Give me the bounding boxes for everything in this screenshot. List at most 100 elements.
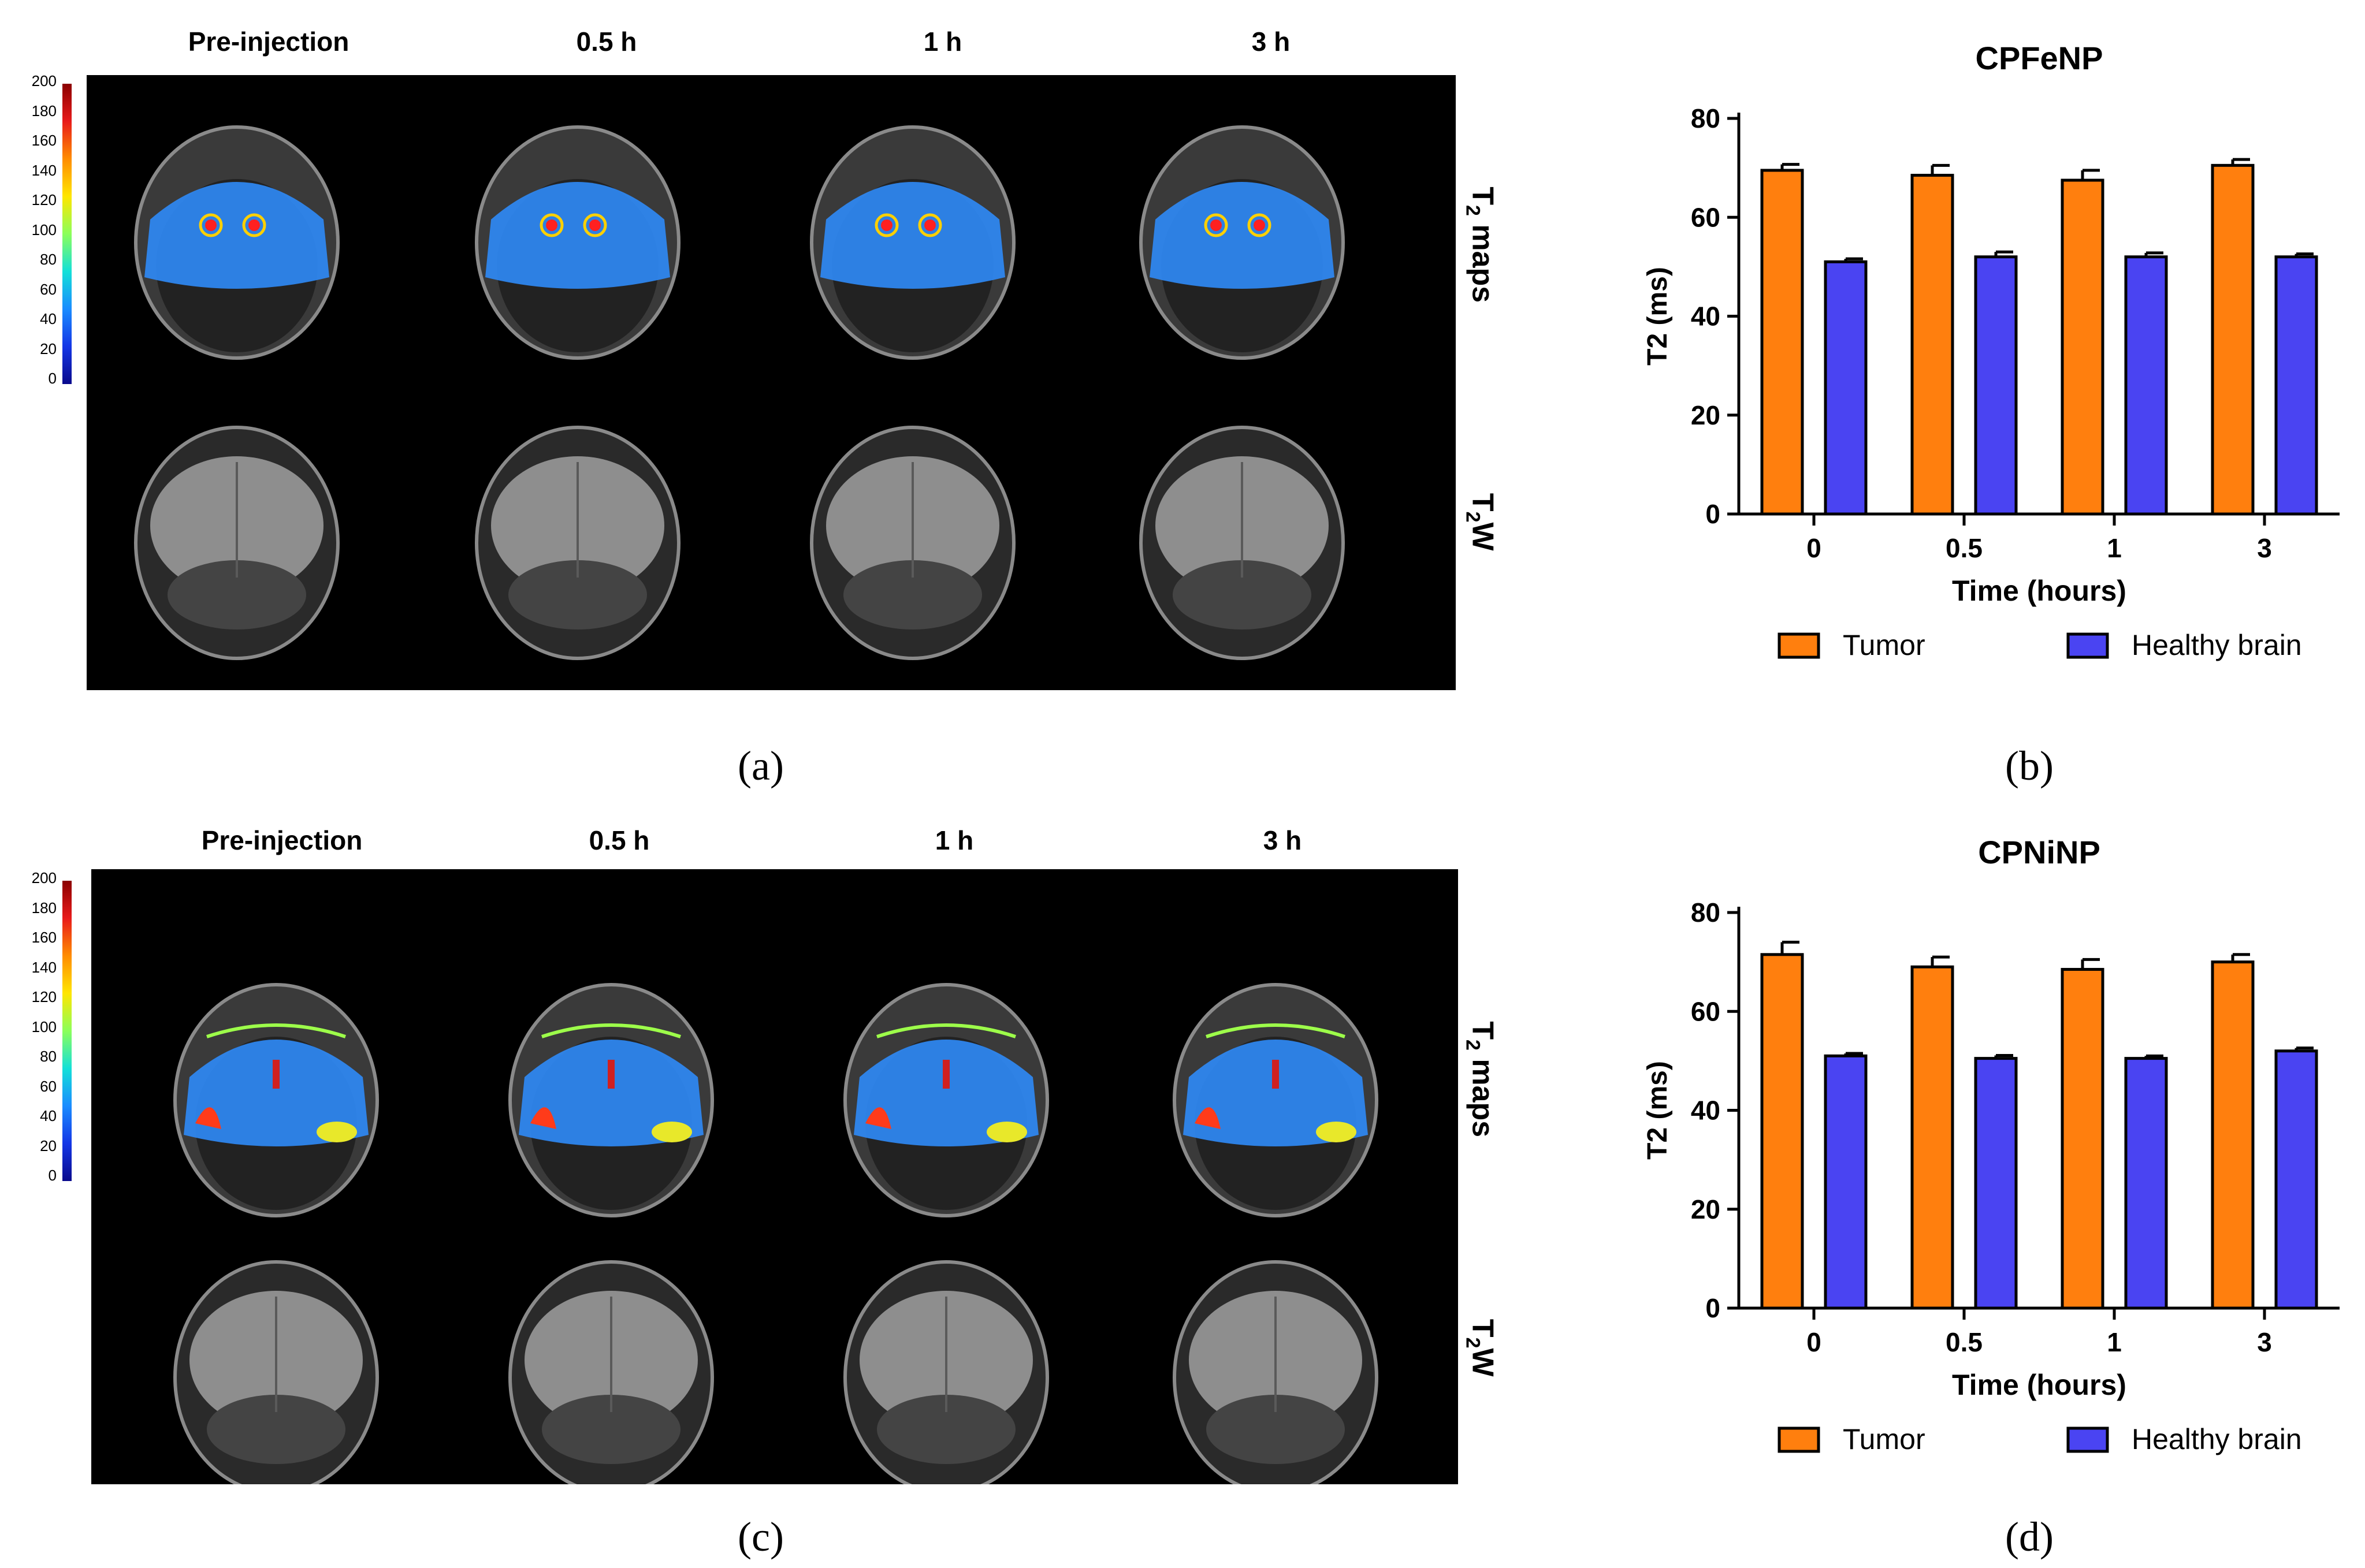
t2w-slice (475, 426, 681, 660)
bar-healthy-brain (1824, 260, 1868, 516)
y-tick-label: 20 (1691, 1194, 1720, 1224)
bar-tumor (2211, 163, 2255, 516)
scale-tick-label: 120 (31, 191, 57, 208)
legend-swatch-healthy-brain (2066, 632, 2109, 659)
bar-healthy-brain (2124, 255, 2168, 516)
t2-map-slice (1139, 125, 1345, 360)
col-title-05h-c: 0.5 h (589, 825, 650, 855)
legend-label: Healthy brain (2132, 629, 2302, 661)
t2-map-slice (134, 125, 340, 360)
t2-map-slice (173, 983, 379, 1217)
scale-tick-label: 160 (31, 929, 57, 946)
y-tick-label: 0 (1705, 499, 1720, 529)
col-title-pre: Pre-injection (188, 27, 349, 57)
scale-tick-label: 60 (40, 1077, 57, 1095)
row-label-t2w-a: T2W (1462, 493, 1500, 551)
t2-map-slice (475, 125, 681, 360)
scale-tick-label: 20 (40, 1137, 57, 1154)
y-tick-label: 40 (1691, 301, 1720, 332)
col-title-1h-c: 1 h (935, 825, 974, 855)
row-label-t2maps-c: T2 maps (1462, 1021, 1500, 1138)
scale-tick-label: 0 (48, 370, 57, 387)
scale-tick-label: 200 (31, 869, 57, 887)
y-tick-label: 60 (1691, 996, 1720, 1026)
y-axis-label: T2 (ms) (1642, 267, 1673, 366)
panel-label-b: (b) (2005, 743, 2054, 789)
t2w-slice (134, 426, 340, 660)
bar-tumor (2061, 967, 2104, 1310)
legend-label: Tumor (1843, 629, 1925, 661)
bar-tumor (1760, 169, 1804, 516)
scale-tick-label: 100 (31, 1018, 57, 1036)
scale-tick-label: 160 (31, 132, 57, 149)
mri-image-grid-c (91, 869, 1458, 1495)
chart-title: CPNiNP (1978, 834, 2100, 870)
mri-slices-a (134, 125, 1345, 660)
t2w-slice (810, 426, 1016, 660)
legend-label: Healthy brain (2132, 1423, 2302, 1455)
scale-tick-label: 120 (31, 988, 57, 1005)
scale-tick-label: 80 (40, 251, 57, 268)
x-tick-label: 3 (2257, 533, 2272, 563)
col-title-pre-c: Pre-injection (201, 825, 363, 855)
t2-map-slice (1173, 983, 1378, 1217)
scale-tick-label: 140 (31, 161, 57, 179)
x-tick-label: 0.5 (1946, 533, 1983, 563)
bar-tumor (2211, 960, 2255, 1310)
scale-tick-label: 140 (31, 958, 57, 976)
x-axis-label: Time (hours) (1952, 575, 2126, 607)
color-scale-bar (62, 881, 72, 1181)
bar-healthy-brain (1974, 255, 2018, 516)
y-tick-label: 40 (1691, 1096, 1720, 1126)
t2w-slice (508, 1260, 714, 1495)
mri-slices-c (173, 983, 1378, 1495)
y-tick-label: 80 (1691, 103, 1720, 133)
scale-tick-label: 180 (31, 899, 57, 917)
chart-title: CPFeNP (1976, 40, 2103, 76)
y-tick-label: 0 (1705, 1293, 1720, 1323)
x-tick-label: 3 (2257, 1327, 2272, 1357)
bar-tumor (2061, 178, 2104, 516)
bar-tumor (1760, 953, 1804, 1310)
bar-healthy-brain (2124, 1057, 2168, 1310)
bar-healthy-brain (1824, 1054, 1868, 1310)
y-tick-label: 20 (1691, 400, 1720, 430)
scale-tick-label: 100 (31, 221, 57, 239)
mri-image-grid-a (87, 75, 1456, 690)
t2-map-slice (508, 983, 714, 1217)
x-tick-label: 1 (2107, 533, 2122, 563)
col-title-05h: 0.5 h (576, 27, 637, 57)
panel-label-a: (a) (738, 743, 784, 789)
bar-healthy-brain (1974, 1057, 2018, 1310)
x-tick-label: 0 (1806, 533, 1821, 563)
scale-tick-label: 200 (31, 72, 57, 90)
chart-cpninp: CPNiNP 0 20 40 60 80 T2 (ms) 0 0.5 1 3 Time (hours)… (1642, 834, 2340, 1455)
legend-swatch-tumor (1778, 632, 1820, 659)
bar-healthy-brain (2274, 1049, 2318, 1310)
scale-tick-label: 40 (40, 1107, 57, 1124)
t2-map-slice (810, 125, 1016, 360)
panel-label-c: (c) (738, 1514, 784, 1560)
row-label-t2maps-a: T2 maps (1462, 187, 1500, 303)
chart-cpfenp: CPFeNP 0 20 40 60 80 T2 (ms) 0 0.5 1 3 Time (hours)… (1642, 40, 2340, 661)
col-title-1h: 1 h (923, 27, 962, 57)
t2w-slice (173, 1260, 379, 1495)
y-tick-label: 60 (1691, 202, 1720, 232)
scale-tick-label: 180 (31, 102, 57, 120)
scale-tick-label: 60 (40, 280, 57, 298)
t2w-slice (1173, 1260, 1378, 1495)
scale-tick-label: 80 (40, 1048, 57, 1065)
x-axis-label: Time (hours) (1952, 1369, 2126, 1401)
bar-tumor (1910, 173, 1954, 516)
t2-map-slice (843, 983, 1049, 1217)
x-tick-label: 1 (2107, 1327, 2122, 1357)
x-tick-label: 0 (1806, 1327, 1821, 1357)
row-label-t2w-c: T2W (1462, 1319, 1500, 1377)
col-title-3h: 3 h (1251, 27, 1291, 57)
scale-tick-label: 0 (48, 1167, 57, 1184)
scale-tick-label: 40 (40, 310, 57, 327)
t2w-slice (843, 1260, 1049, 1495)
y-axis-label: T2 (ms) (1642, 1061, 1673, 1160)
t2w-slice (1139, 426, 1345, 660)
legend-label: Tumor (1843, 1423, 1925, 1455)
